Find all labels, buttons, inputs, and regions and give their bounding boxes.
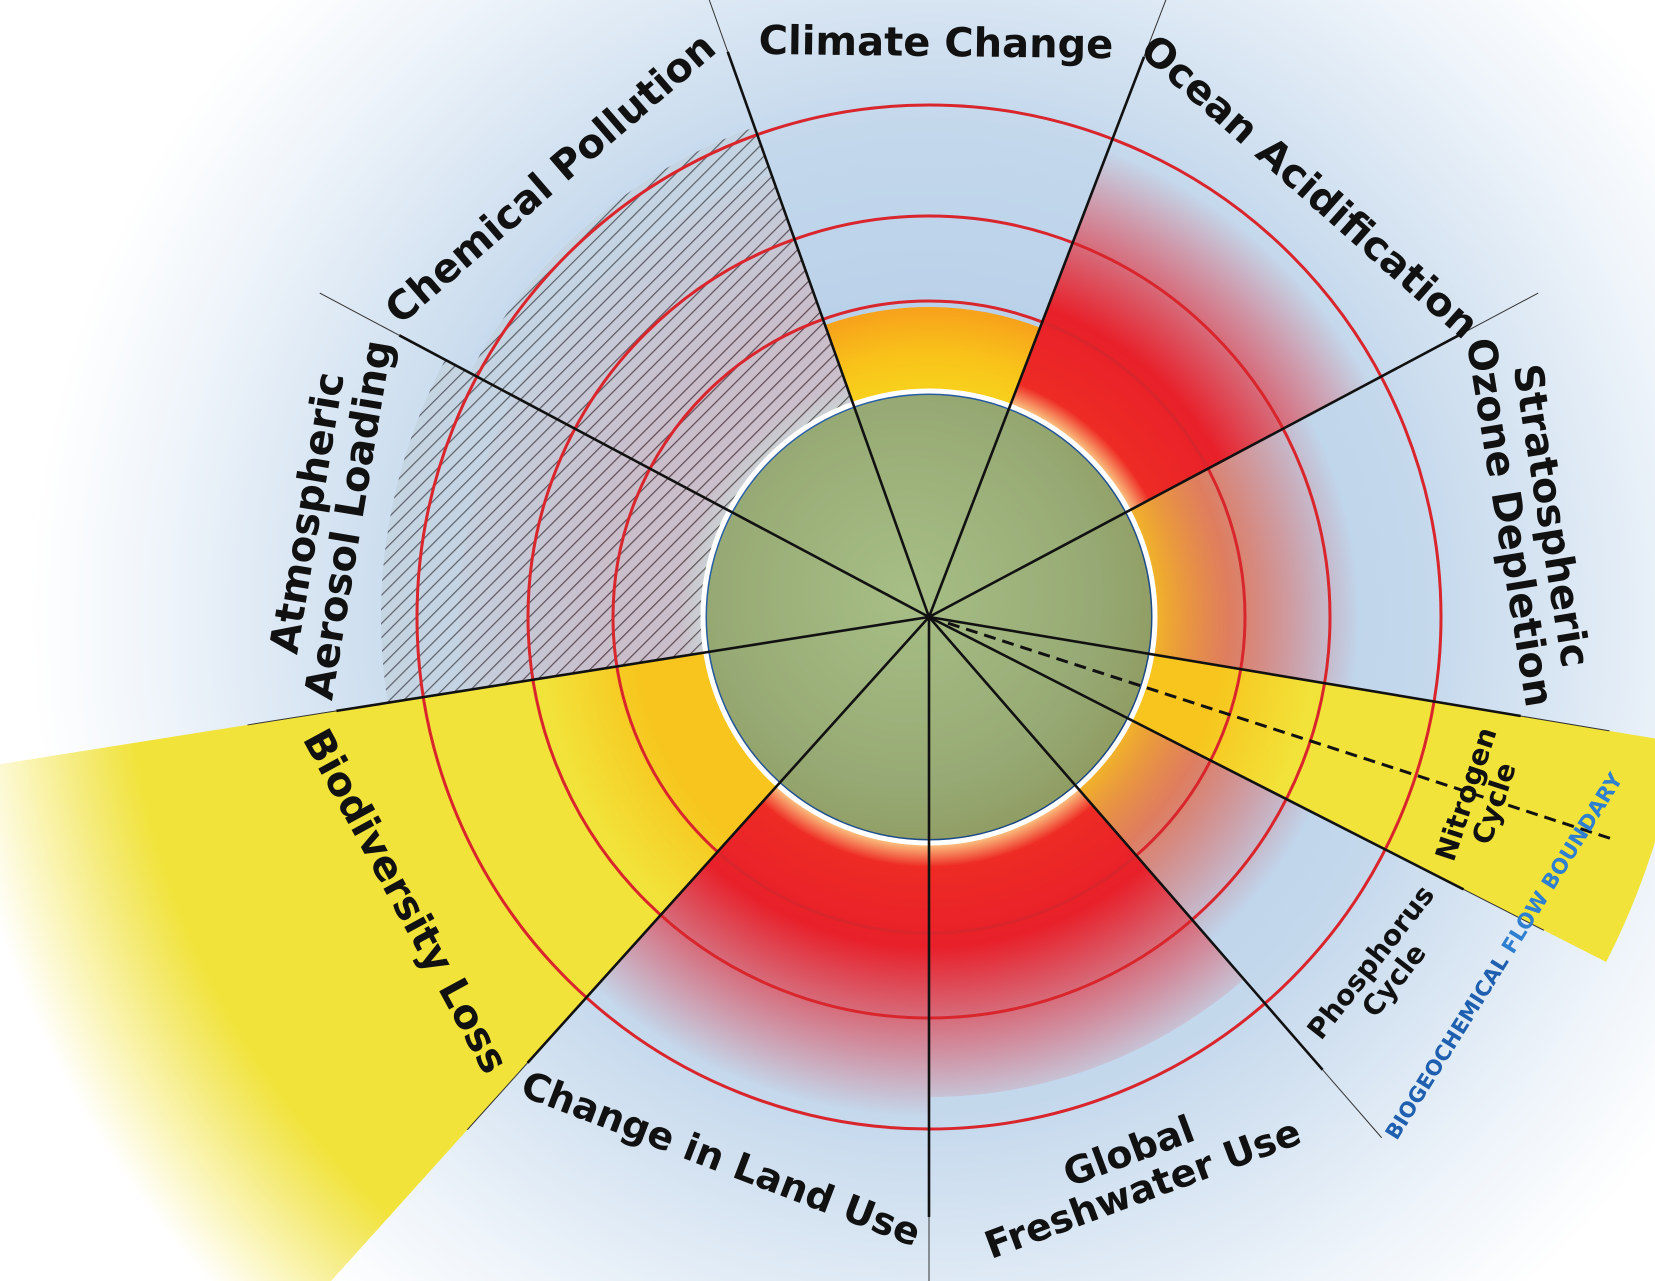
spoke xyxy=(398,334,930,619)
spoke xyxy=(927,56,1146,618)
spoke xyxy=(526,616,930,1064)
spoke-outer xyxy=(466,1062,528,1131)
spoke-outer xyxy=(1458,292,1539,336)
wedge xyxy=(0,617,929,1281)
spoke-outer xyxy=(1463,888,1545,931)
spoke-outer xyxy=(1520,715,1610,732)
spoke xyxy=(726,51,931,618)
spoke xyxy=(928,615,1521,718)
spoke xyxy=(928,334,1460,619)
dashed-divider xyxy=(947,621,1615,841)
spoke-outer xyxy=(708,0,729,52)
spokes xyxy=(247,0,1615,1281)
spoke-outer xyxy=(247,710,337,726)
spoke-outer xyxy=(1322,1069,1383,1139)
spoke xyxy=(928,616,1324,1071)
spoke xyxy=(928,615,1465,891)
spoke-outer xyxy=(1143,0,1167,58)
segment-label: Climate Change xyxy=(758,18,1113,68)
label-line: Climate Change xyxy=(758,18,1113,68)
spoke-outer xyxy=(319,292,400,336)
spoke xyxy=(336,615,930,713)
